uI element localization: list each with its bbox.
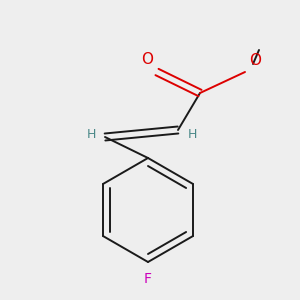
Text: O: O xyxy=(249,53,261,68)
Text: O: O xyxy=(141,52,153,67)
Text: H: H xyxy=(86,128,96,142)
Text: F: F xyxy=(144,272,152,286)
Text: H: H xyxy=(187,128,197,140)
